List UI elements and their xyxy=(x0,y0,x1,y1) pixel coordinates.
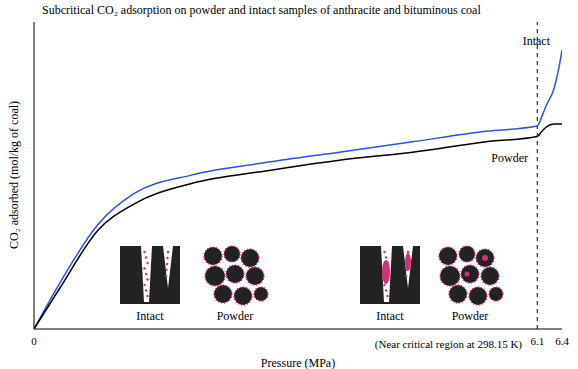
svg-text:(Near critical region at 298.1: (Near critical region at 298.15 K) xyxy=(375,338,523,351)
svg-text:CO₂ adsorbed (mol/kg of coal): CO₂ adsorbed (mol/kg of coal) xyxy=(7,101,21,249)
svg-text:Subcritical CO₂ adsorption on: Subcritical CO₂ adsorption on powder and… xyxy=(42,3,481,17)
svg-text:Powder: Powder xyxy=(491,151,528,165)
svg-text:Intact: Intact xyxy=(376,309,404,323)
svg-text:Powder: Powder xyxy=(217,309,254,323)
svg-text:0: 0 xyxy=(31,335,37,347)
svg-text:Intact: Intact xyxy=(523,34,551,48)
svg-text:6.4: 6.4 xyxy=(555,335,569,347)
svg-text:Intact: Intact xyxy=(136,309,164,323)
svg-text:Pressure (MPa): Pressure (MPa) xyxy=(261,356,335,369)
svg-text:Powder: Powder xyxy=(452,309,489,323)
svg-text:6.1: 6.1 xyxy=(530,335,544,347)
